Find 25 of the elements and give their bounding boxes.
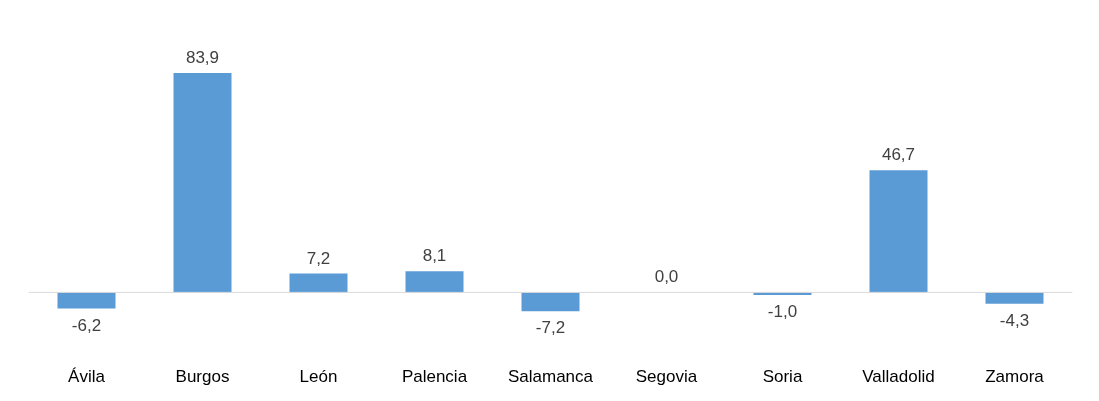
bar bbox=[289, 273, 348, 293]
x-tick-label: Soria bbox=[762, 366, 803, 386]
data-label: -7,2 bbox=[535, 318, 566, 338]
x-tick-label: Segovia bbox=[635, 366, 698, 386]
bar bbox=[57, 292, 116, 309]
data-label: 0,0 bbox=[654, 267, 679, 287]
data-label: -1,0 bbox=[767, 302, 798, 322]
x-tick-label: Burgos bbox=[175, 366, 230, 386]
bar bbox=[985, 292, 1044, 304]
data-label: 83,9 bbox=[185, 47, 220, 67]
bar bbox=[869, 170, 928, 293]
x-tick-label: Palencia bbox=[401, 366, 468, 386]
bar bbox=[405, 271, 464, 293]
x-tick-label: Salamanca bbox=[507, 366, 594, 386]
bar bbox=[521, 292, 580, 312]
x-tick-label: Zamora bbox=[985, 366, 1045, 386]
data-label: -6,2 bbox=[71, 315, 102, 335]
x-tick-label: León bbox=[299, 366, 338, 386]
x-tick-label: Ávila bbox=[68, 366, 106, 386]
data-label: 8,1 bbox=[422, 246, 447, 266]
data-label: 46,7 bbox=[881, 145, 916, 165]
bar bbox=[173, 72, 232, 293]
x-tick-label: Valladolid bbox=[862, 366, 935, 386]
data-label: 7,2 bbox=[306, 248, 331, 268]
data-label: -4,3 bbox=[999, 310, 1030, 330]
